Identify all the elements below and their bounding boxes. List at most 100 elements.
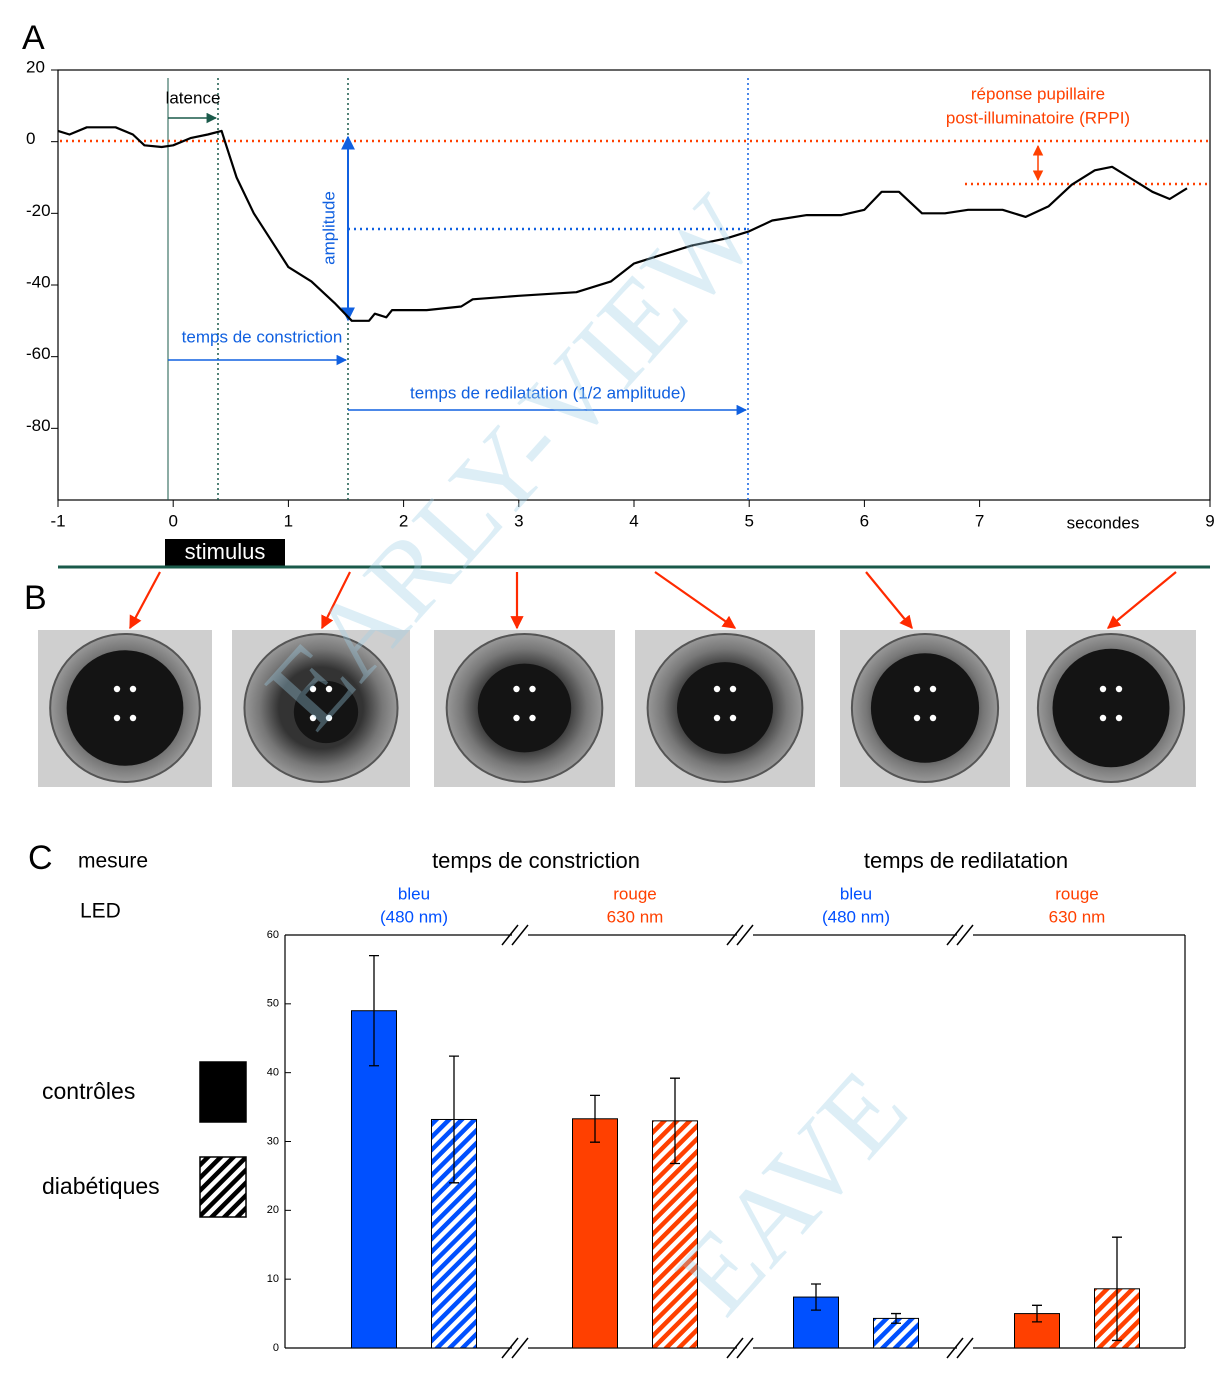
y-tick-label: 20 [267, 1204, 279, 1216]
error-bar [670, 1077, 680, 1165]
eye-reflection [513, 714, 520, 722]
y-tick-label: -40 [26, 272, 51, 291]
annotation: temps de constriction [182, 327, 343, 346]
eye-reflection [729, 685, 737, 693]
row-label: mesure [78, 850, 148, 873]
eye-reflection [309, 685, 317, 693]
x-tick-label: 6 [860, 511, 869, 530]
error-bar [1112, 1236, 1122, 1342]
x-tick-label: 1 [284, 511, 293, 530]
y-tick-label: 60 [267, 929, 279, 941]
y-tick-label: -20 [26, 201, 51, 220]
eye-reflection [929, 685, 937, 693]
eye-reflection [713, 714, 721, 722]
eye-reflection [1099, 685, 1107, 693]
eye-images [38, 571, 1196, 787]
y-tick-label: 10 [267, 1273, 279, 1285]
eye-reflection [513, 685, 520, 693]
error-bar [449, 1055, 459, 1184]
panel-label: C [28, 839, 53, 877]
stimulus-label: stimulus [185, 539, 266, 564]
eye-reflection [129, 685, 137, 693]
error-bar [891, 1312, 901, 1324]
pointer-arrow [1106, 571, 1177, 629]
eye-reflection [1099, 714, 1107, 722]
error-bar [369, 955, 379, 1067]
pointer-arrow [129, 571, 161, 630]
category-label: bleu [840, 884, 872, 903]
group-label: temps de redilatation [864, 848, 1068, 873]
category-label: (480 nm) [380, 907, 448, 926]
category-label: (480 nm) [822, 907, 890, 926]
eye-reflection [913, 685, 921, 693]
error-bar [811, 1283, 821, 1311]
category-label: 630 nm [607, 907, 664, 926]
eye-pupil [293, 680, 359, 744]
error-bar [590, 1094, 600, 1143]
x-tick-label: 3 [514, 511, 523, 530]
eye-reflection [325, 714, 333, 722]
data-line [57, 126, 1188, 322]
x-tick-label: 5 [744, 511, 753, 530]
category-label: 630 nm [1049, 907, 1106, 926]
x-tick-label: 9 [1205, 511, 1214, 530]
y-tick-label: 0 [273, 1342, 279, 1354]
legend-swatch [199, 1156, 247, 1218]
eye-reflection [113, 714, 121, 722]
annotation: latence [166, 88, 221, 107]
y-tick-label: -80 [26, 416, 51, 435]
eye-pupil [477, 663, 572, 753]
x-tick-label: 7 [975, 511, 984, 530]
annotation: temps de redilatation (1/2 amplitude) [410, 383, 686, 402]
x-tick-label: 2 [399, 511, 408, 530]
eye-reflection [129, 714, 137, 722]
x-tick-label: 4 [629, 511, 638, 530]
eye-pupil [66, 650, 184, 766]
row-label: LED [80, 900, 121, 923]
panel-label: A [22, 19, 45, 57]
eye-reflection [529, 714, 536, 722]
pointer-arrow [654, 571, 737, 629]
eye-reflection [913, 714, 921, 722]
x-tick-label: -1 [50, 511, 65, 530]
y-tick-label: -60 [26, 344, 51, 363]
stimulus-bar [165, 539, 285, 566]
group-label: temps de constriction [432, 848, 640, 873]
y-tick-label: 30 [267, 1135, 279, 1147]
pointer-arrow [321, 571, 351, 630]
y-tick-label: 40 [267, 1067, 279, 1079]
pointer-arrow [865, 571, 913, 630]
error-bar [1032, 1304, 1042, 1323]
y-tick-label: 0 [26, 129, 35, 148]
axis-break [501, 924, 974, 1359]
panel-label: B [24, 579, 47, 617]
eye-pupil [870, 653, 980, 763]
eye-reflection [1115, 685, 1123, 693]
eye-reflection [929, 714, 937, 722]
annotation: réponse pupillaire [971, 84, 1105, 103]
legend-label: diabétiques [42, 1173, 160, 1199]
eye-reflection [309, 714, 317, 722]
y-tick-label: 20 [26, 57, 45, 76]
eye-reflection [113, 685, 121, 693]
legend-label: contrôles [42, 1078, 135, 1104]
x-axis-label: secondes [1067, 513, 1140, 532]
y-tick-label: 50 [267, 998, 279, 1010]
bar [572, 1118, 618, 1349]
axis-line [285, 934, 1185, 1349]
eye-reflection [1115, 714, 1123, 722]
eye-reflection [729, 714, 737, 722]
bar [351, 1010, 397, 1349]
category-label: bleu [398, 884, 430, 903]
eye-reflection [529, 685, 536, 693]
eye-pupil [1052, 648, 1170, 768]
legend-swatch [199, 1061, 247, 1123]
annotation: amplitude [319, 191, 338, 265]
eye-reflection [713, 685, 721, 693]
category-label: rouge [613, 884, 656, 903]
x-tick-label: 0 [168, 511, 177, 530]
eye-pupil [677, 662, 773, 754]
category-label: rouge [1055, 884, 1098, 903]
eye-reflection [325, 685, 333, 693]
